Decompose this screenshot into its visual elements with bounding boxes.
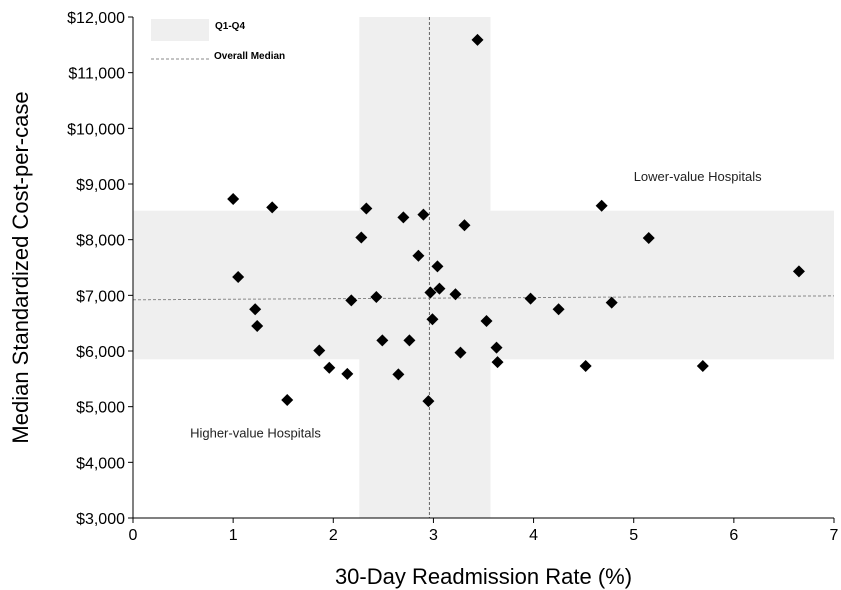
y-tick-label: $9,000 [76, 177, 125, 194]
data-point [249, 303, 262, 316]
x-tick-label: 3 [429, 527, 438, 544]
overall-median-lines [132, 17, 835, 518]
data-point [524, 292, 537, 305]
y-tick-label: $4,000 [76, 455, 125, 472]
y-tick-label: $3,000 [76, 511, 125, 528]
x-tick-label: 6 [729, 527, 738, 544]
data-point [397, 211, 410, 224]
data-point [458, 219, 471, 232]
x-tick-label: 2 [329, 527, 338, 544]
data-point [417, 208, 430, 221]
data-point [471, 33, 484, 46]
axes [132, 17, 834, 519]
y-tick-label: $10,000 [67, 121, 125, 138]
band-horizontal [133, 210, 834, 360]
legend-q1-q4-swatch [151, 19, 209, 41]
data-point [552, 303, 565, 316]
data-point [431, 260, 444, 273]
annotation-text: Higher-value Hospitals [190, 425, 321, 440]
data-point [426, 313, 439, 326]
x-tick-label: 4 [529, 527, 538, 544]
x-tick-label: 7 [830, 527, 839, 544]
y-tick-label: $7,000 [76, 288, 125, 305]
data-point [480, 314, 493, 327]
data-point [403, 334, 416, 347]
data-point [360, 202, 373, 215]
data-point [792, 265, 805, 278]
y-axis-title: Median Standardized Cost-per-case [8, 91, 33, 443]
x-axis-title: 30-Day Readmission Rate (%) [335, 564, 632, 589]
median-line-horizontal [132, 295, 835, 301]
data-point [449, 288, 462, 301]
data-point [595, 199, 608, 212]
data-point [642, 231, 655, 244]
y-tick-label: $8,000 [76, 233, 125, 250]
y-axis-ticks: $3,000 $4,000 $5,000 $6,000 $7,000 $8,000 $9,0… [67, 10, 133, 528]
y-tick-label: $5,000 [76, 400, 125, 417]
x-tick-label: 0 [129, 527, 138, 544]
data-point [355, 231, 368, 244]
data-point [579, 360, 592, 373]
data-point [424, 286, 437, 299]
data-point [341, 367, 354, 380]
data-point [370, 291, 383, 304]
data-point [281, 393, 294, 406]
data-point [323, 361, 336, 374]
y-tick-label: $6,000 [76, 344, 125, 361]
data-point [490, 341, 503, 354]
y-tick-label: $11,000 [68, 66, 125, 83]
data-point [266, 201, 279, 214]
data-point [433, 282, 446, 295]
legend-median-label: Overall Median [214, 51, 285, 62]
data-point [251, 319, 264, 332]
data-points [227, 33, 805, 408]
data-point [412, 249, 425, 262]
data-point [491, 356, 504, 369]
data-point [232, 270, 245, 283]
data-point [392, 368, 405, 381]
x-tick-label: 5 [629, 527, 638, 544]
y-tick-label: $12,000 [67, 10, 125, 27]
annotations: Lower-value Hospitals Higher-value Hospit… [190, 169, 762, 440]
data-point [422, 395, 435, 408]
legend-q1-q4-label: Q1-Q4 [215, 21, 245, 32]
data-point [605, 296, 618, 309]
q1-q4-bands [133, 17, 834, 518]
data-point [313, 344, 326, 357]
data-point [696, 360, 709, 373]
legend: Q1-Q4 Overall Median [151, 19, 285, 62]
data-point [227, 193, 240, 206]
x-tick-label: 1 [229, 527, 238, 544]
data-point [345, 294, 358, 307]
x-axis-ticks: 0 1 2 3 4 5 6 7 [129, 518, 839, 544]
data-point [454, 346, 467, 359]
annotation-text: Lower-value Hospitals [634, 169, 762, 184]
data-point [376, 334, 389, 347]
